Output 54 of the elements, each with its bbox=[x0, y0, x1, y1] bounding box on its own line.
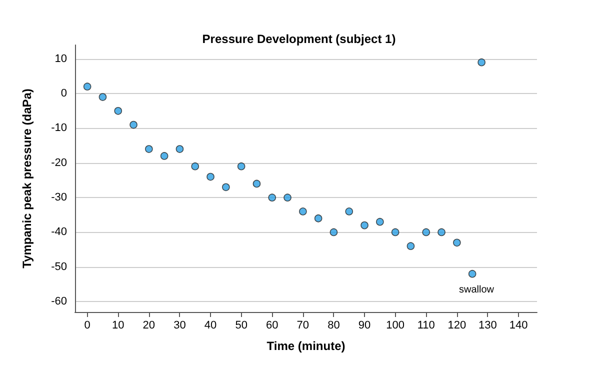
point bbox=[191, 162, 200, 170]
x-tick-label: 10 bbox=[112, 320, 124, 332]
x-tick-label: 110 bbox=[417, 320, 435, 332]
point bbox=[406, 242, 415, 250]
y-tick-label: -50 bbox=[51, 260, 67, 273]
point bbox=[222, 183, 230, 192]
y-axis-title: Tympanic peak pressure (daPa) bbox=[20, 88, 34, 268]
point bbox=[98, 93, 107, 101]
y-tick-label: 0 bbox=[60, 88, 67, 100]
point bbox=[268, 194, 276, 202]
y-tick-label: 10 bbox=[54, 52, 67, 65]
x-tick-label: 140 bbox=[509, 320, 528, 332]
x-tick-label: 100 bbox=[386, 320, 404, 332]
point bbox=[206, 172, 214, 181]
x-tick-label: 20 bbox=[142, 320, 156, 332]
x-tick-label: 30 bbox=[174, 320, 186, 332]
point bbox=[284, 194, 292, 202]
x-tick-label: 0 bbox=[84, 320, 90, 332]
point bbox=[478, 58, 486, 66]
x-tick-label: 80 bbox=[328, 320, 340, 332]
annotation: swallow bbox=[458, 284, 495, 296]
point bbox=[299, 208, 307, 216]
point bbox=[314, 214, 322, 222]
point bbox=[391, 228, 400, 236]
point bbox=[114, 106, 122, 115]
x-tick-label: 70 bbox=[296, 320, 310, 332]
y-tick-label: -30 bbox=[51, 192, 67, 204]
x-axis-title: Time (minute) bbox=[266, 339, 346, 353]
point bbox=[252, 180, 261, 188]
y-tick-label: -20 bbox=[51, 156, 67, 169]
x-tick-label: 90 bbox=[358, 320, 371, 332]
y-tick-label: -10 bbox=[51, 122, 67, 134]
point bbox=[176, 145, 184, 153]
chart-title: Pressure Development (subject 1) bbox=[202, 32, 396, 46]
x-tick-label: 50 bbox=[235, 320, 248, 332]
point bbox=[237, 162, 246, 170]
x-tick-label: 60 bbox=[266, 320, 278, 332]
x-tick-label: 130 bbox=[478, 320, 497, 332]
point bbox=[330, 228, 338, 236]
y-tick-label: -60 bbox=[51, 296, 67, 308]
point bbox=[438, 228, 446, 236]
point bbox=[130, 120, 138, 129]
x-tick-label: 120 bbox=[448, 320, 466, 332]
point bbox=[422, 228, 430, 236]
point bbox=[360, 221, 368, 230]
point bbox=[345, 208, 354, 216]
point bbox=[145, 145, 153, 153]
x-tick-label: 40 bbox=[204, 320, 217, 332]
y-tick-label: -40 bbox=[51, 226, 67, 238]
point bbox=[160, 152, 168, 160]
point bbox=[83, 82, 92, 91]
point bbox=[376, 218, 384, 226]
point bbox=[453, 238, 461, 247]
point bbox=[468, 270, 476, 278]
